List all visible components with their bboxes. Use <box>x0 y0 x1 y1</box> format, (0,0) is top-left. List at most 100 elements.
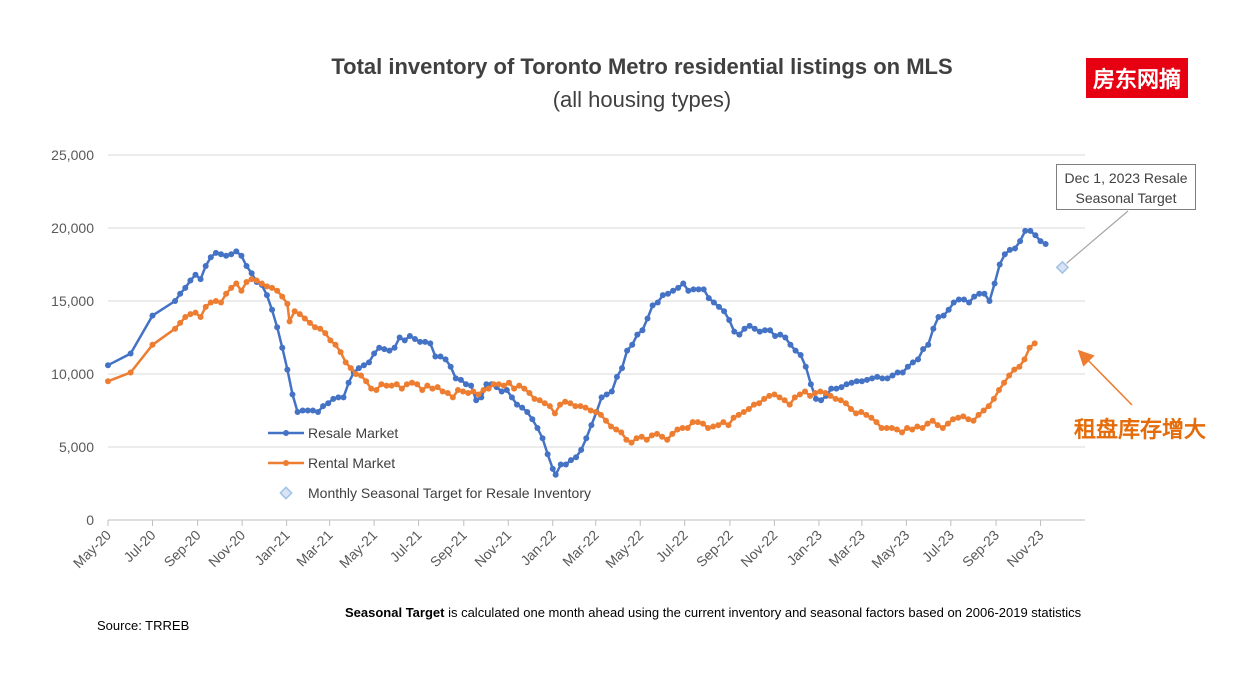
rental-point <box>638 433 645 440</box>
rental-point <box>1031 340 1038 347</box>
resale-point <box>228 251 235 258</box>
rental-point <box>172 325 179 332</box>
rental-point <box>243 279 250 286</box>
rental-point <box>633 435 640 442</box>
x-tick-label: Jan-22 <box>517 527 559 569</box>
resale-point <box>442 356 449 363</box>
resale-point <box>690 286 697 293</box>
rental-point <box>960 413 967 420</box>
resale-point <box>909 359 916 366</box>
resale-point <box>756 328 763 335</box>
rental-point <box>373 387 380 394</box>
rental-point <box>317 325 324 332</box>
rental-point <box>985 403 992 410</box>
x-tick-label: Jul-22 <box>653 527 691 565</box>
resale-point <box>976 290 983 297</box>
rental-point <box>531 395 538 402</box>
rental-point <box>853 410 860 417</box>
resale-point <box>1037 238 1044 245</box>
rental-point <box>197 314 204 321</box>
x-tick-label: Jul-20 <box>120 527 158 565</box>
rental-point <box>802 388 809 395</box>
resale-point <box>986 298 993 304</box>
resale-point <box>843 381 850 388</box>
rental-point <box>786 401 793 408</box>
rental-point <box>679 425 686 432</box>
resale-point <box>452 375 459 382</box>
resale-point <box>1006 246 1013 253</box>
resale-point <box>304 407 311 414</box>
footnote-text: is calculated one month ahead using the … <box>444 605 1082 620</box>
rental-point <box>745 406 752 413</box>
x-tick-label: Sep-21 <box>427 527 470 570</box>
rental-point <box>248 276 255 283</box>
resale-point <box>767 327 774 334</box>
rental-point <box>562 398 569 405</box>
rental-point <box>187 311 194 318</box>
rental-point <box>664 436 671 443</box>
rental-point <box>403 381 410 388</box>
y-tick-label: 25,000 <box>51 147 94 163</box>
rental-point <box>608 423 615 430</box>
rental-point <box>233 280 240 287</box>
rental-point <box>592 408 599 415</box>
resale-point <box>534 425 541 432</box>
rental-point <box>470 388 477 395</box>
rental-point <box>480 387 487 394</box>
rental-point <box>429 385 436 392</box>
resale-point <box>457 376 464 383</box>
resale-point <box>777 331 784 338</box>
resale-point <box>619 365 626 372</box>
resale-point <box>858 378 865 385</box>
rental-point <box>1001 379 1008 386</box>
rental-point <box>725 422 732 429</box>
resale-point <box>833 385 840 392</box>
rental-point <box>1026 344 1033 351</box>
resale-point <box>588 422 595 429</box>
rental-point <box>337 349 344 356</box>
resale-point <box>263 292 270 299</box>
resale-point <box>930 325 937 332</box>
resale-point <box>608 388 615 395</box>
resale-point <box>955 296 962 303</box>
rental-point <box>684 425 691 432</box>
rental-point <box>1011 366 1018 373</box>
rental-point <box>557 401 564 408</box>
resale-point <box>761 327 768 334</box>
rental-point <box>444 389 451 396</box>
y-tick-label: 15,000 <box>51 293 94 309</box>
resale-point <box>284 366 291 373</box>
legend-marker <box>283 460 289 466</box>
rental-point <box>306 319 313 326</box>
resale-point <box>192 271 199 278</box>
rental-point <box>618 429 625 436</box>
resale-point <box>736 331 743 338</box>
rental-point <box>587 407 594 414</box>
resale-point <box>874 373 881 380</box>
resale-point <box>269 306 276 313</box>
resale-point <box>386 347 393 354</box>
resale-point <box>715 303 722 310</box>
resale-point <box>741 325 748 332</box>
rental-point <box>990 395 997 402</box>
rental-point <box>414 381 421 388</box>
rental-point <box>284 300 291 307</box>
resale-point <box>751 325 758 332</box>
resale-point <box>238 252 245 259</box>
rental-point <box>572 403 579 410</box>
rental-point <box>776 394 783 401</box>
resale-point <box>376 344 383 351</box>
resale-point <box>904 363 911 370</box>
rental-point <box>735 411 742 418</box>
rental-point <box>332 341 339 348</box>
callout-line-2: Seasonal Target <box>1075 190 1177 206</box>
resale-point <box>915 356 922 363</box>
rental-point <box>766 392 773 399</box>
rental-line <box>107 277 1036 444</box>
rental-point <box>674 426 681 433</box>
brand-badge: 房东网摘 <box>1086 58 1188 98</box>
rental-point <box>705 425 712 432</box>
resale-point <box>514 401 521 408</box>
rental-point <box>648 432 655 439</box>
resale-point <box>248 270 255 277</box>
